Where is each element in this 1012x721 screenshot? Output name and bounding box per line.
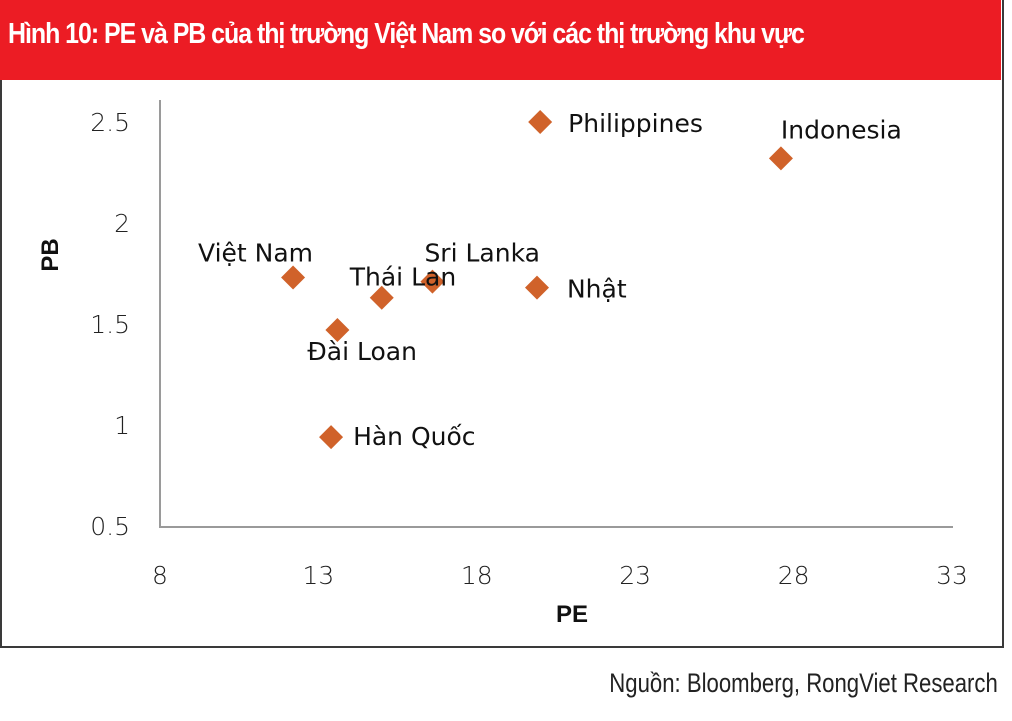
chart-title: Hình 10: PE và PB của thị trường Việt Na… — [8, 18, 805, 50]
data-point: Indonesia — [768, 115, 902, 171]
title-banner: Hình 10: PE và PB của thị trường Việt Na… — [0, 0, 1001, 80]
point-label: Nhật — [567, 275, 627, 304]
y-axis-title: PB — [37, 238, 64, 271]
source-note: Nguồn: Bloomberg, RongViet Research — [609, 668, 998, 698]
diamond-marker-icon — [281, 265, 306, 290]
diamond-marker-icon — [420, 269, 445, 294]
data-points: Philippines Indonesia Việt Nam Sri LankaThá… — [198, 109, 902, 451]
x-tick-label: 8 — [152, 561, 168, 590]
axes — [159, 100, 953, 528]
x-tick-label: 23 — [619, 561, 651, 590]
data-point: Đài Loan — [307, 318, 417, 366]
y-tick-label: 0.5 — [90, 512, 130, 541]
y-tick-label: 2.5 — [90, 108, 130, 137]
data-point: Thái Lan — [349, 263, 456, 310]
y-tick-label: 1 — [114, 411, 130, 440]
point-label: Indonesia — [781, 115, 902, 144]
diamond-marker-icon — [369, 285, 394, 310]
y-tick-label: 1.5 — [90, 310, 130, 339]
diamond-marker-icon — [768, 146, 793, 171]
x-tick-label: 13 — [302, 561, 334, 590]
point-label: Thái Lan — [349, 263, 456, 292]
point-label: Việt Nam — [198, 239, 313, 268]
chart-frame — [0, 0, 1004, 648]
data-point: Philippines — [528, 109, 703, 138]
diamond-marker-icon — [325, 318, 350, 343]
x-tick-label: 18 — [461, 561, 493, 590]
data-point: Nhật — [524, 275, 627, 304]
data-point: Hàn Quốc — [319, 422, 476, 451]
x-axis-title: PE — [556, 601, 588, 628]
x-tick-label: 28 — [778, 561, 810, 590]
data-point: Việt Nam — [198, 239, 313, 290]
y-tick-labels: 0.5 1 1.5 2 2.5 — [90, 108, 130, 541]
point-label: Hàn Quốc — [353, 422, 475, 451]
x-tick-label: 33 — [936, 561, 968, 590]
diamond-marker-icon — [319, 425, 344, 450]
diamond-marker-icon — [524, 275, 549, 300]
diamond-marker-icon — [528, 110, 553, 134]
point-label: Đài Loan — [307, 337, 417, 366]
point-label: Sri Lanka — [424, 239, 540, 268]
x-tick-labels: 8 13 18 23 28 33 — [152, 561, 968, 590]
data-point: Sri Lanka — [420, 239, 540, 294]
point-label: Philippines — [568, 109, 703, 138]
scatter-plot: 8 13 18 23 28 33 0.5 1 1.5 2 2.5 PE PB Philippine… — [37, 100, 968, 628]
y-tick-label: 2 — [114, 209, 130, 238]
